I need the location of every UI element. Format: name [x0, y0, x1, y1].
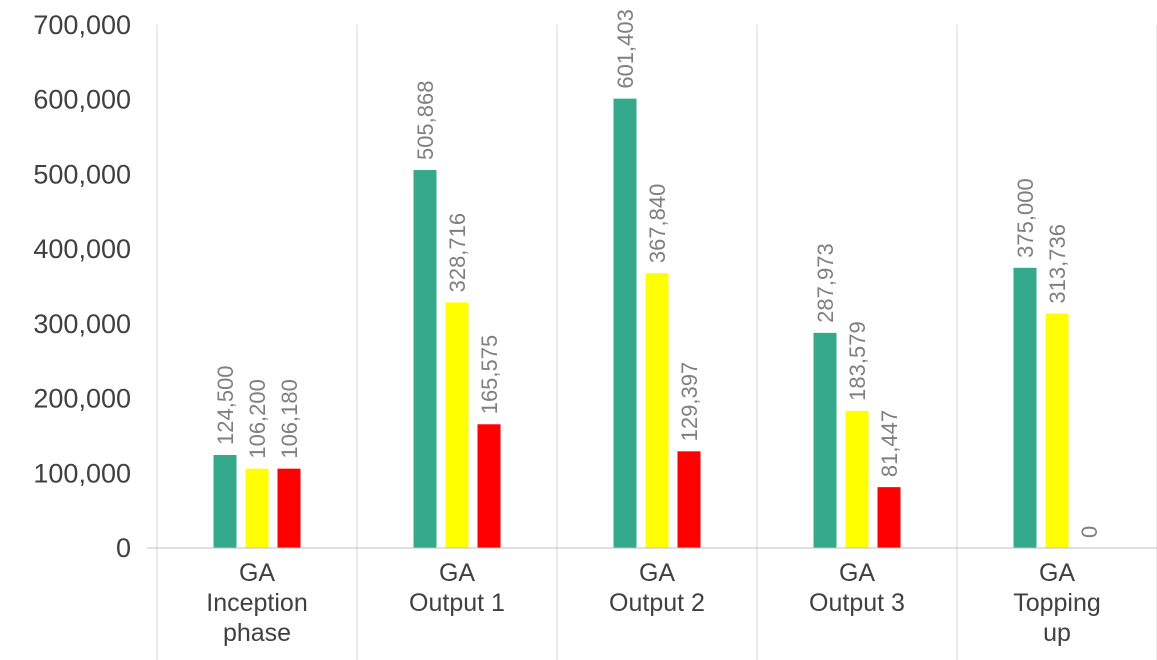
category-separators	[156, 25, 1157, 660]
x-axis: GA Inception phase GA Output 1 GA Output 2 GA Ou…	[147, 547, 1157, 647]
y-tick-label: 600,000	[33, 85, 131, 115]
data-label: 328,716	[445, 213, 470, 293]
x-category-label: GA Output 3	[809, 559, 905, 617]
bars	[213, 98, 1069, 548]
x-category-label: GA Output 1	[409, 559, 505, 617]
x-category-label: GA Topping up	[1013, 559, 1101, 647]
bar	[813, 332, 837, 548]
data-label: 129,397	[677, 362, 702, 442]
data-label: 313,736	[1045, 224, 1070, 304]
data-label: 601,403	[613, 9, 638, 89]
bar	[245, 468, 269, 548]
y-tick-label: 400,000	[33, 234, 131, 264]
bar	[277, 468, 301, 548]
data-label: 81,447	[877, 410, 902, 477]
data-label: 367,840	[645, 184, 670, 264]
bar	[445, 302, 469, 548]
y-tick-label: 300,000	[33, 309, 131, 339]
y-tick-label: 0	[116, 533, 131, 563]
bar	[413, 170, 437, 548]
data-labels: 124,500 106,200 106,180 505,868 328,716 165,5…	[213, 9, 1102, 538]
data-label: 375,000	[1013, 178, 1038, 258]
x-category-label: GA Output 2	[609, 559, 705, 617]
bar	[477, 424, 501, 548]
data-label: 0	[1077, 526, 1102, 538]
bar	[613, 98, 637, 548]
data-label: 106,200	[245, 379, 270, 459]
bar	[877, 487, 901, 548]
data-label: 124,500	[213, 365, 238, 445]
y-tick-label: 500,000	[33, 159, 131, 189]
data-label: 287,973	[813, 243, 838, 323]
bar	[213, 454, 237, 548]
y-tick-label: 200,000	[33, 384, 131, 414]
bar	[645, 273, 669, 548]
data-label: 106,180	[277, 379, 302, 459]
y-tick-label: 700,000	[33, 10, 131, 40]
data-label: 165,575	[477, 335, 502, 415]
bar	[845, 410, 869, 548]
x-category-label: GA Inception phase	[206, 559, 307, 647]
bar	[1045, 313, 1069, 548]
data-label: 183,579	[845, 321, 870, 401]
data-label: 505,868	[413, 81, 438, 161]
bar	[677, 451, 701, 548]
y-axis: 0 100,000 200,000 300,000 400,000 500,000 600,…	[33, 10, 131, 563]
y-tick-label: 100,000	[33, 458, 131, 488]
bar	[1013, 267, 1037, 548]
